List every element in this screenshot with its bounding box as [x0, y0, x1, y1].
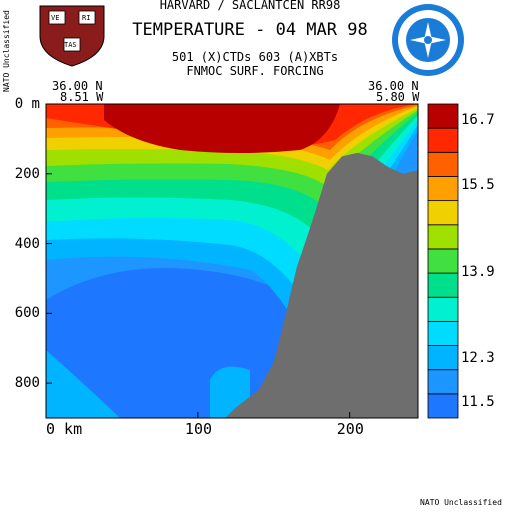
- colorbar-swatch: [427, 151, 459, 177]
- colorbar-tick-label: 15.5: [461, 177, 495, 194]
- header-line1: HARVARD / SACLANTCEN RR98: [159, 0, 341, 12]
- colorbar-swatch: [427, 248, 459, 274]
- colorbar-swatch: [427, 345, 459, 371]
- colorbar-swatch: [427, 200, 459, 226]
- y-tick-label: 400: [14, 235, 40, 252]
- header-line3: 501 (X)CTDs 603 (A)XBTs: [171, 50, 339, 64]
- colorbar-swatch: [427, 176, 459, 202]
- right-end-lon: 5.80 W: [376, 90, 420, 104]
- x-tick-label: 200: [336, 420, 364, 438]
- left-end-lon: 8.51 W: [60, 90, 104, 104]
- chart-title: TEMPERATURE - 04 MAR 98: [132, 20, 368, 40]
- colorbar-swatch: [427, 320, 459, 346]
- colorbar-swatch: [427, 272, 459, 298]
- right-end-lat: 36.00 N: [368, 79, 419, 93]
- x-tick-label: 0 km: [46, 420, 83, 438]
- y-tick-label: 600: [14, 305, 40, 322]
- y-tick-label: 200: [14, 165, 40, 182]
- y-tick-label: 0 m: [14, 96, 40, 112]
- shield-letters-1: VE: [51, 14, 60, 22]
- colorbar-swatch: [427, 393, 459, 419]
- colorbar-swatch: [427, 224, 459, 250]
- bottom-classification: NATO Unclassified: [420, 498, 502, 507]
- x-tick-label: 100: [184, 420, 213, 438]
- colorbar-tick-label: 12.3: [461, 350, 495, 367]
- colorbar-swatch: [427, 127, 459, 153]
- colorbar-tick-label: 16.7: [461, 112, 495, 129]
- colorbar-swatch: [427, 369, 459, 395]
- seafloor-bathymetry: [225, 152, 418, 418]
- colorbar-swatch: [427, 296, 459, 322]
- header-line4: FNMOC SURF. FORCING: [186, 64, 324, 78]
- shield-letters-2: RI: [82, 14, 91, 22]
- colorbar-tick-label: 13.9: [461, 263, 495, 280]
- colorbar-tick-label: 11.5: [461, 393, 495, 410]
- colorbar-swatch: [427, 103, 459, 129]
- left-end-lat: 36.00 N: [52, 79, 103, 93]
- shield-letters-3: TAS: [64, 41, 77, 49]
- y-tick-label: 800: [14, 375, 40, 392]
